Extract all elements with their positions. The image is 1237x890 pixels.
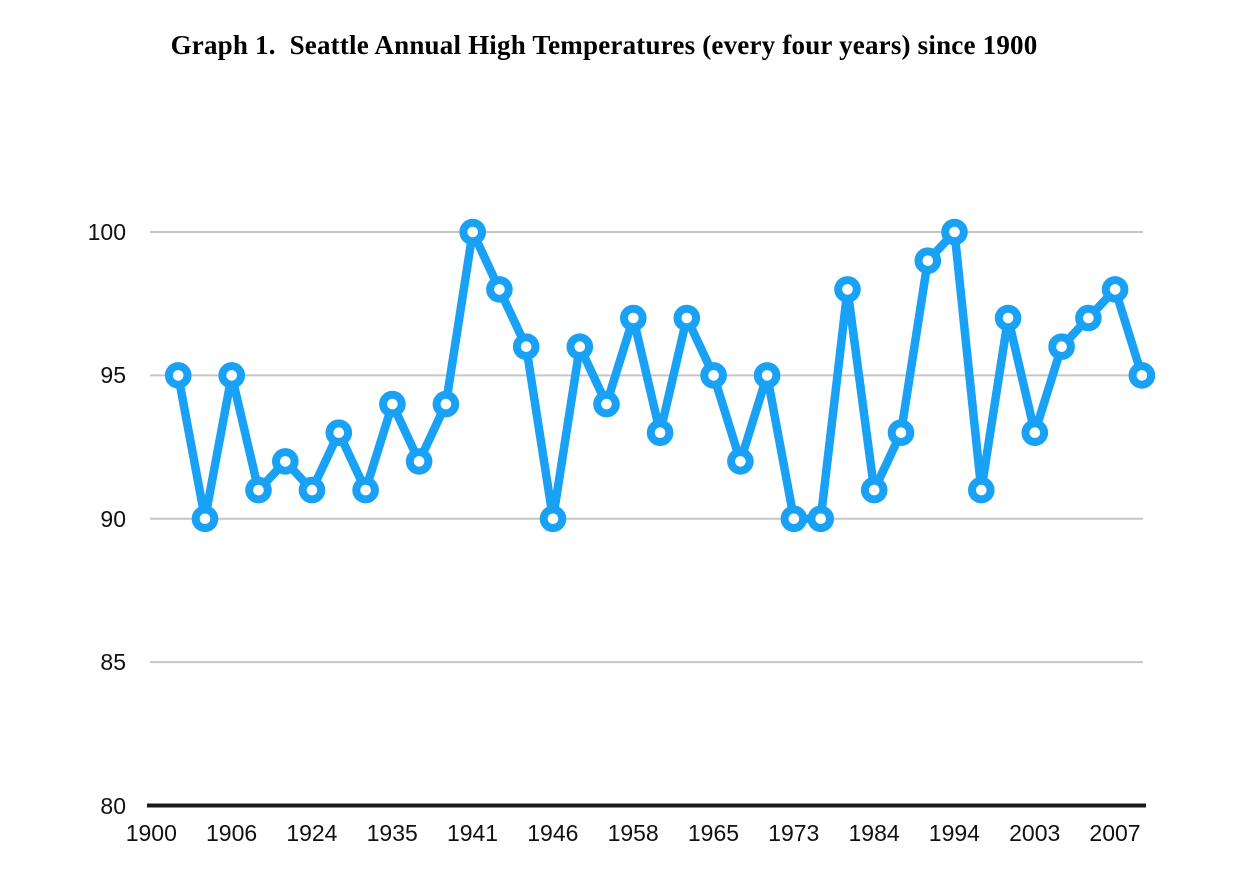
x-axis-tick-label: 2003 bbox=[1009, 820, 1061, 846]
y-axis-tick-label: 90 bbox=[100, 505, 126, 532]
data-point-marker bbox=[486, 276, 513, 303]
data-point-marker bbox=[727, 448, 754, 475]
data-point-marker bbox=[860, 476, 888, 504]
data-point-marker bbox=[245, 476, 272, 504]
data-point-marker bbox=[620, 304, 647, 332]
data-point-marker bbox=[780, 505, 808, 533]
data-point-marker bbox=[834, 276, 861, 303]
y-axis-tick-label: 80 bbox=[100, 792, 126, 819]
data-point-marker bbox=[432, 390, 460, 418]
data-point-marker bbox=[593, 390, 620, 418]
x-axis-tick-label: 1946 bbox=[527, 820, 579, 846]
data-point-marker bbox=[807, 505, 835, 533]
x-axis-tick-label: 1906 bbox=[206, 820, 258, 846]
x-axis-tick-label: 1965 bbox=[687, 820, 740, 846]
data-point-marker bbox=[405, 448, 433, 475]
data-point-marker bbox=[753, 362, 781, 389]
x-axis-tick-label: 1984 bbox=[848, 820, 900, 846]
x-axis-tick-label: 1924 bbox=[286, 820, 338, 846]
data-point-marker bbox=[459, 218, 487, 246]
y-axis-tick-label: 85 bbox=[100, 649, 126, 676]
data-point-marker bbox=[352, 476, 379, 504]
data-point-marker bbox=[1128, 362, 1156, 389]
data-point-marker bbox=[646, 419, 674, 447]
data-point-marker bbox=[539, 505, 567, 533]
data-point-marker bbox=[1075, 304, 1102, 332]
data-point-marker bbox=[512, 333, 540, 361]
data-point-marker bbox=[1101, 276, 1129, 303]
x-axis-tick-label: 1935 bbox=[366, 820, 418, 846]
x-axis-tick-label: 1900 bbox=[125, 820, 177, 846]
x-axis-tick-label: 1941 bbox=[446, 820, 499, 846]
data-point-marker bbox=[673, 304, 701, 332]
data-point-marker bbox=[566, 333, 594, 361]
y-axis-tick-label: 95 bbox=[100, 362, 126, 389]
data-point-marker bbox=[379, 390, 406, 418]
data-point-marker bbox=[700, 362, 727, 389]
y-axis-tick-label: 100 bbox=[87, 219, 126, 245]
chart-title: Graph 1. Seattle Annual High Temperature… bbox=[170, 30, 1038, 60]
data-point-marker bbox=[298, 476, 326, 504]
data-point-marker bbox=[968, 476, 995, 504]
data-point-marker bbox=[994, 304, 1022, 332]
data-point-marker bbox=[1048, 333, 1075, 361]
data-point-marker bbox=[218, 362, 245, 389]
data-point-marker bbox=[1021, 419, 1049, 447]
data-point-marker bbox=[887, 419, 915, 447]
data-point-marker bbox=[272, 448, 299, 475]
x-axis-tick-label: 1973 bbox=[768, 820, 820, 846]
data-point-marker bbox=[191, 505, 219, 533]
data-point-marker bbox=[914, 247, 942, 275]
data-point-marker bbox=[164, 362, 192, 389]
x-axis-tick-label: 1994 bbox=[928, 820, 980, 846]
x-axis-tick-label: 2007 bbox=[1089, 820, 1141, 846]
data-point-marker bbox=[941, 218, 968, 246]
x-axis-tick-label: 1958 bbox=[607, 820, 659, 846]
data-point-marker bbox=[325, 419, 353, 447]
